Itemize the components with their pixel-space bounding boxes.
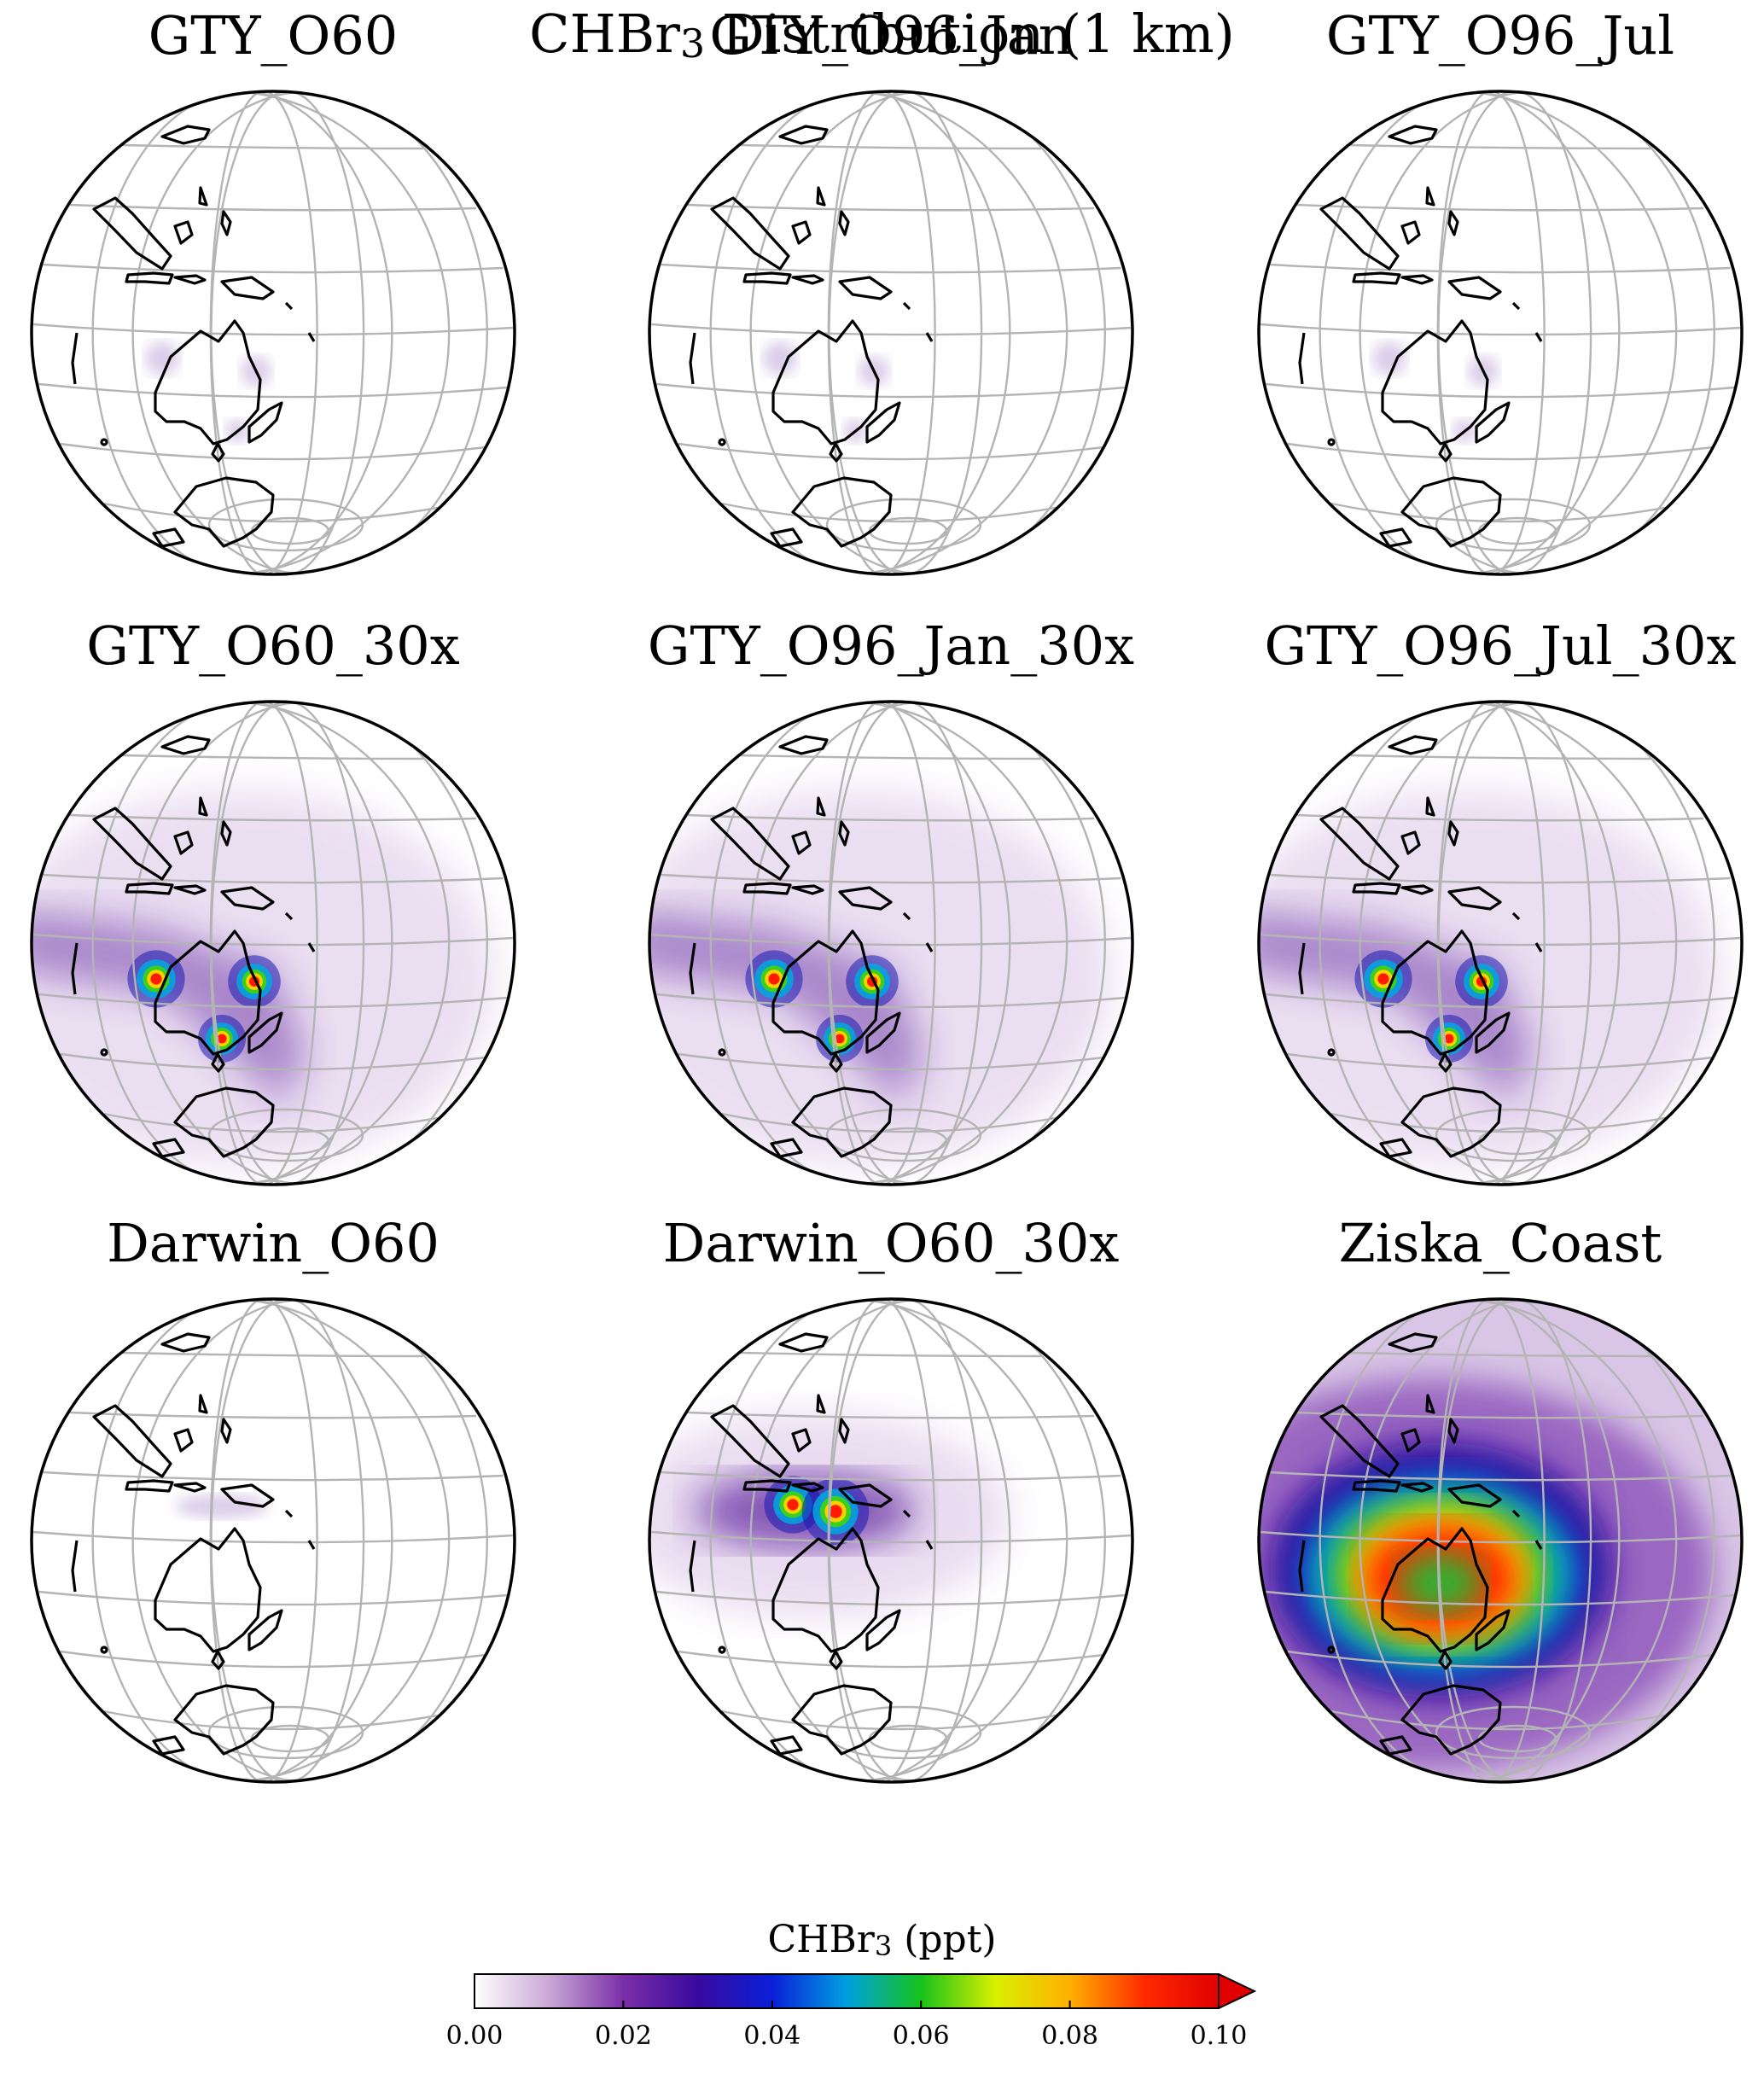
panel-title: GTY_O60	[148, 4, 399, 67]
panel-title: Darwin_O60	[107, 1212, 440, 1274]
globe-outline	[648, 1297, 1134, 1784]
colorbar-tick-label: 0.06	[892, 2021, 950, 2051]
globe-map	[30, 90, 516, 576]
map-panel-darwin-o60: Darwin_O60	[26, 1209, 521, 1798]
map-panel-gty-o60-30x: GTY_O60_30x	[26, 612, 521, 1201]
globe-map	[1257, 700, 1744, 1186]
globe-outline	[30, 700, 516, 1186]
colorbar-label: CHBr3 (ppt)	[767, 1918, 997, 1962]
globe-map	[30, 1297, 516, 1784]
panel-title: GTY_O96_Jan	[709, 4, 1073, 67]
map-panel-gty-o96-jan: GTY_O96_Jan	[643, 2, 1138, 591]
globe-outline	[1257, 700, 1744, 1186]
colorbar-tick-label: 0.04	[743, 2021, 801, 2051]
map-panel-darwin-o60-30x: Darwin_O60_30x	[643, 1209, 1138, 1798]
panel-title: GTY_O60_30x	[86, 615, 460, 677]
colorbar-tick-label: 0.08	[1041, 2021, 1098, 2051]
globe-outline	[30, 1297, 516, 1784]
map-panel-gty-o96-jul-30x: GTY_O96_Jul_30x	[1253, 612, 1748, 1201]
globe-outline	[1257, 1297, 1744, 1784]
panel-title: Ziska_Coast	[1338, 1212, 1662, 1274]
panel-title: Darwin_O60_30x	[662, 1212, 1120, 1274]
panel-title: GTY_O96_Jul_30x	[1264, 615, 1737, 677]
colorbar-extend-arrow	[1218, 1973, 1256, 2009]
map-panel-ziska-coast: Ziska_Coast	[1253, 1209, 1748, 1798]
globe-outline	[1257, 90, 1744, 576]
globe-outline	[648, 700, 1134, 1186]
panel-title: GTY_O96_Jul	[1325, 4, 1675, 67]
globe-map	[1257, 90, 1744, 576]
figure-title: CHBr3 Distribution (1 km)	[529, 3, 1235, 67]
globe-map	[648, 90, 1134, 576]
globe-map	[30, 700, 516, 1186]
colorbar-tick-label: 0.10	[1190, 2021, 1248, 2051]
globe-map	[648, 1297, 1134, 1784]
globe-map	[1257, 1297, 1744, 1784]
globe-map	[648, 700, 1134, 1186]
map-panel-gty-o60: GTY_O60	[26, 2, 521, 591]
colorbar	[474, 1973, 1256, 2009]
colorbar-tick-label: 0.02	[594, 2021, 652, 2051]
colorbar-gradient	[474, 1973, 1220, 2009]
map-panel-gty-o96-jul: GTY_O96_Jul	[1253, 2, 1748, 591]
colorbar-tick-label: 0.00	[445, 2021, 504, 2051]
map-panel-gty-o96-jan-30x: GTY_O96_Jan_30x	[643, 612, 1138, 1201]
globe-outline	[30, 90, 516, 576]
panel-title: GTY_O96_Jan_30x	[647, 615, 1135, 677]
globe-outline	[648, 90, 1134, 576]
